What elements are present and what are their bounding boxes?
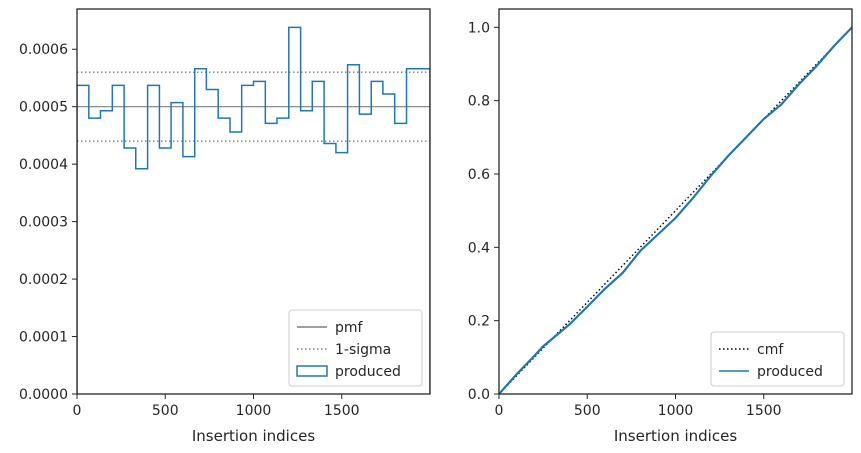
y-tick-label: 0.0003 (19, 215, 68, 231)
x-tick-label: 1000 (658, 403, 694, 419)
legend: cmf produced (710, 331, 845, 387)
axes-frame (498, 8, 853, 395)
legend-box (288, 309, 423, 387)
legend-label: pmf (335, 320, 364, 336)
legend-item: 1-sigma (297, 342, 391, 358)
y-tick-label: 0.0 (468, 387, 490, 403)
y-tick-label: 0.0000 (19, 387, 68, 403)
legend-item: produced (296, 364, 401, 380)
x-axis-label: Insertion indices (614, 427, 737, 445)
plot-area (77, 26, 430, 394)
y-tick-label: 0.0002 (19, 272, 68, 288)
y-tick-label: 0.0006 (19, 42, 68, 58)
left-panel: 0 500 1000 1500 0.0000 0.0001 0.0002 0.0003 0.00… (19, 8, 431, 445)
x-tick-label: 1500 (324, 403, 360, 419)
axes-frame (76, 8, 431, 395)
x-tick-label: 1500 (746, 403, 782, 419)
legend-label: cmf (757, 342, 784, 358)
legend-label: produced (335, 364, 401, 380)
plot-area (499, 26, 852, 394)
legend-label: 1-sigma (335, 342, 391, 358)
legend-label: produced (757, 364, 823, 380)
legend-swatch (296, 365, 328, 377)
legend: pmf 1-sigma produced (288, 309, 423, 387)
right-panel: 0 500 1000 1500 0.0 0.2 0.4 0.6 0.8 1.0 Insertion … (468, 8, 853, 445)
x-tick-label: 1000 (236, 403, 272, 419)
produced-line (499, 26, 852, 394)
legend-item: produced (719, 364, 823, 380)
legend-box (710, 331, 845, 387)
x-tick-label: 500 (152, 403, 179, 419)
y-tick-label: 1.0 (468, 20, 490, 36)
y-tick-label: 0.6 (468, 167, 490, 183)
x-tick-label: 0 (73, 403, 82, 419)
y-tick-label: 0.0001 (19, 330, 68, 346)
x-tick-label: 0 (495, 403, 504, 419)
produced-step-line (77, 26, 430, 394)
legend-item: cmf (719, 342, 784, 358)
y-tick-label: 0.0005 (19, 100, 68, 116)
x-tick-label: 500 (574, 403, 601, 419)
y-tick-label: 0.2 (468, 314, 490, 330)
y-tick-label: 0.4 (468, 240, 490, 256)
y-tick-label: 0.0004 (19, 157, 68, 173)
legend-item: pmf (297, 320, 364, 336)
y-tick-label: 0.8 (468, 94, 490, 110)
x-axis-label: Insertion indices (192, 427, 315, 445)
